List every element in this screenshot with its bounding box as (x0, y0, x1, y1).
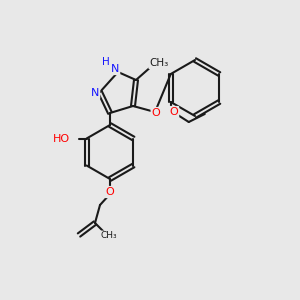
Text: CH₃: CH₃ (149, 58, 169, 68)
Text: O: O (169, 107, 178, 117)
Text: H: H (102, 57, 110, 67)
Text: CH₃: CH₃ (101, 232, 117, 241)
Text: N: N (111, 64, 119, 74)
Text: O: O (152, 108, 160, 118)
Text: HO: HO (52, 134, 70, 143)
Text: N: N (91, 88, 99, 98)
Text: O: O (106, 187, 114, 197)
